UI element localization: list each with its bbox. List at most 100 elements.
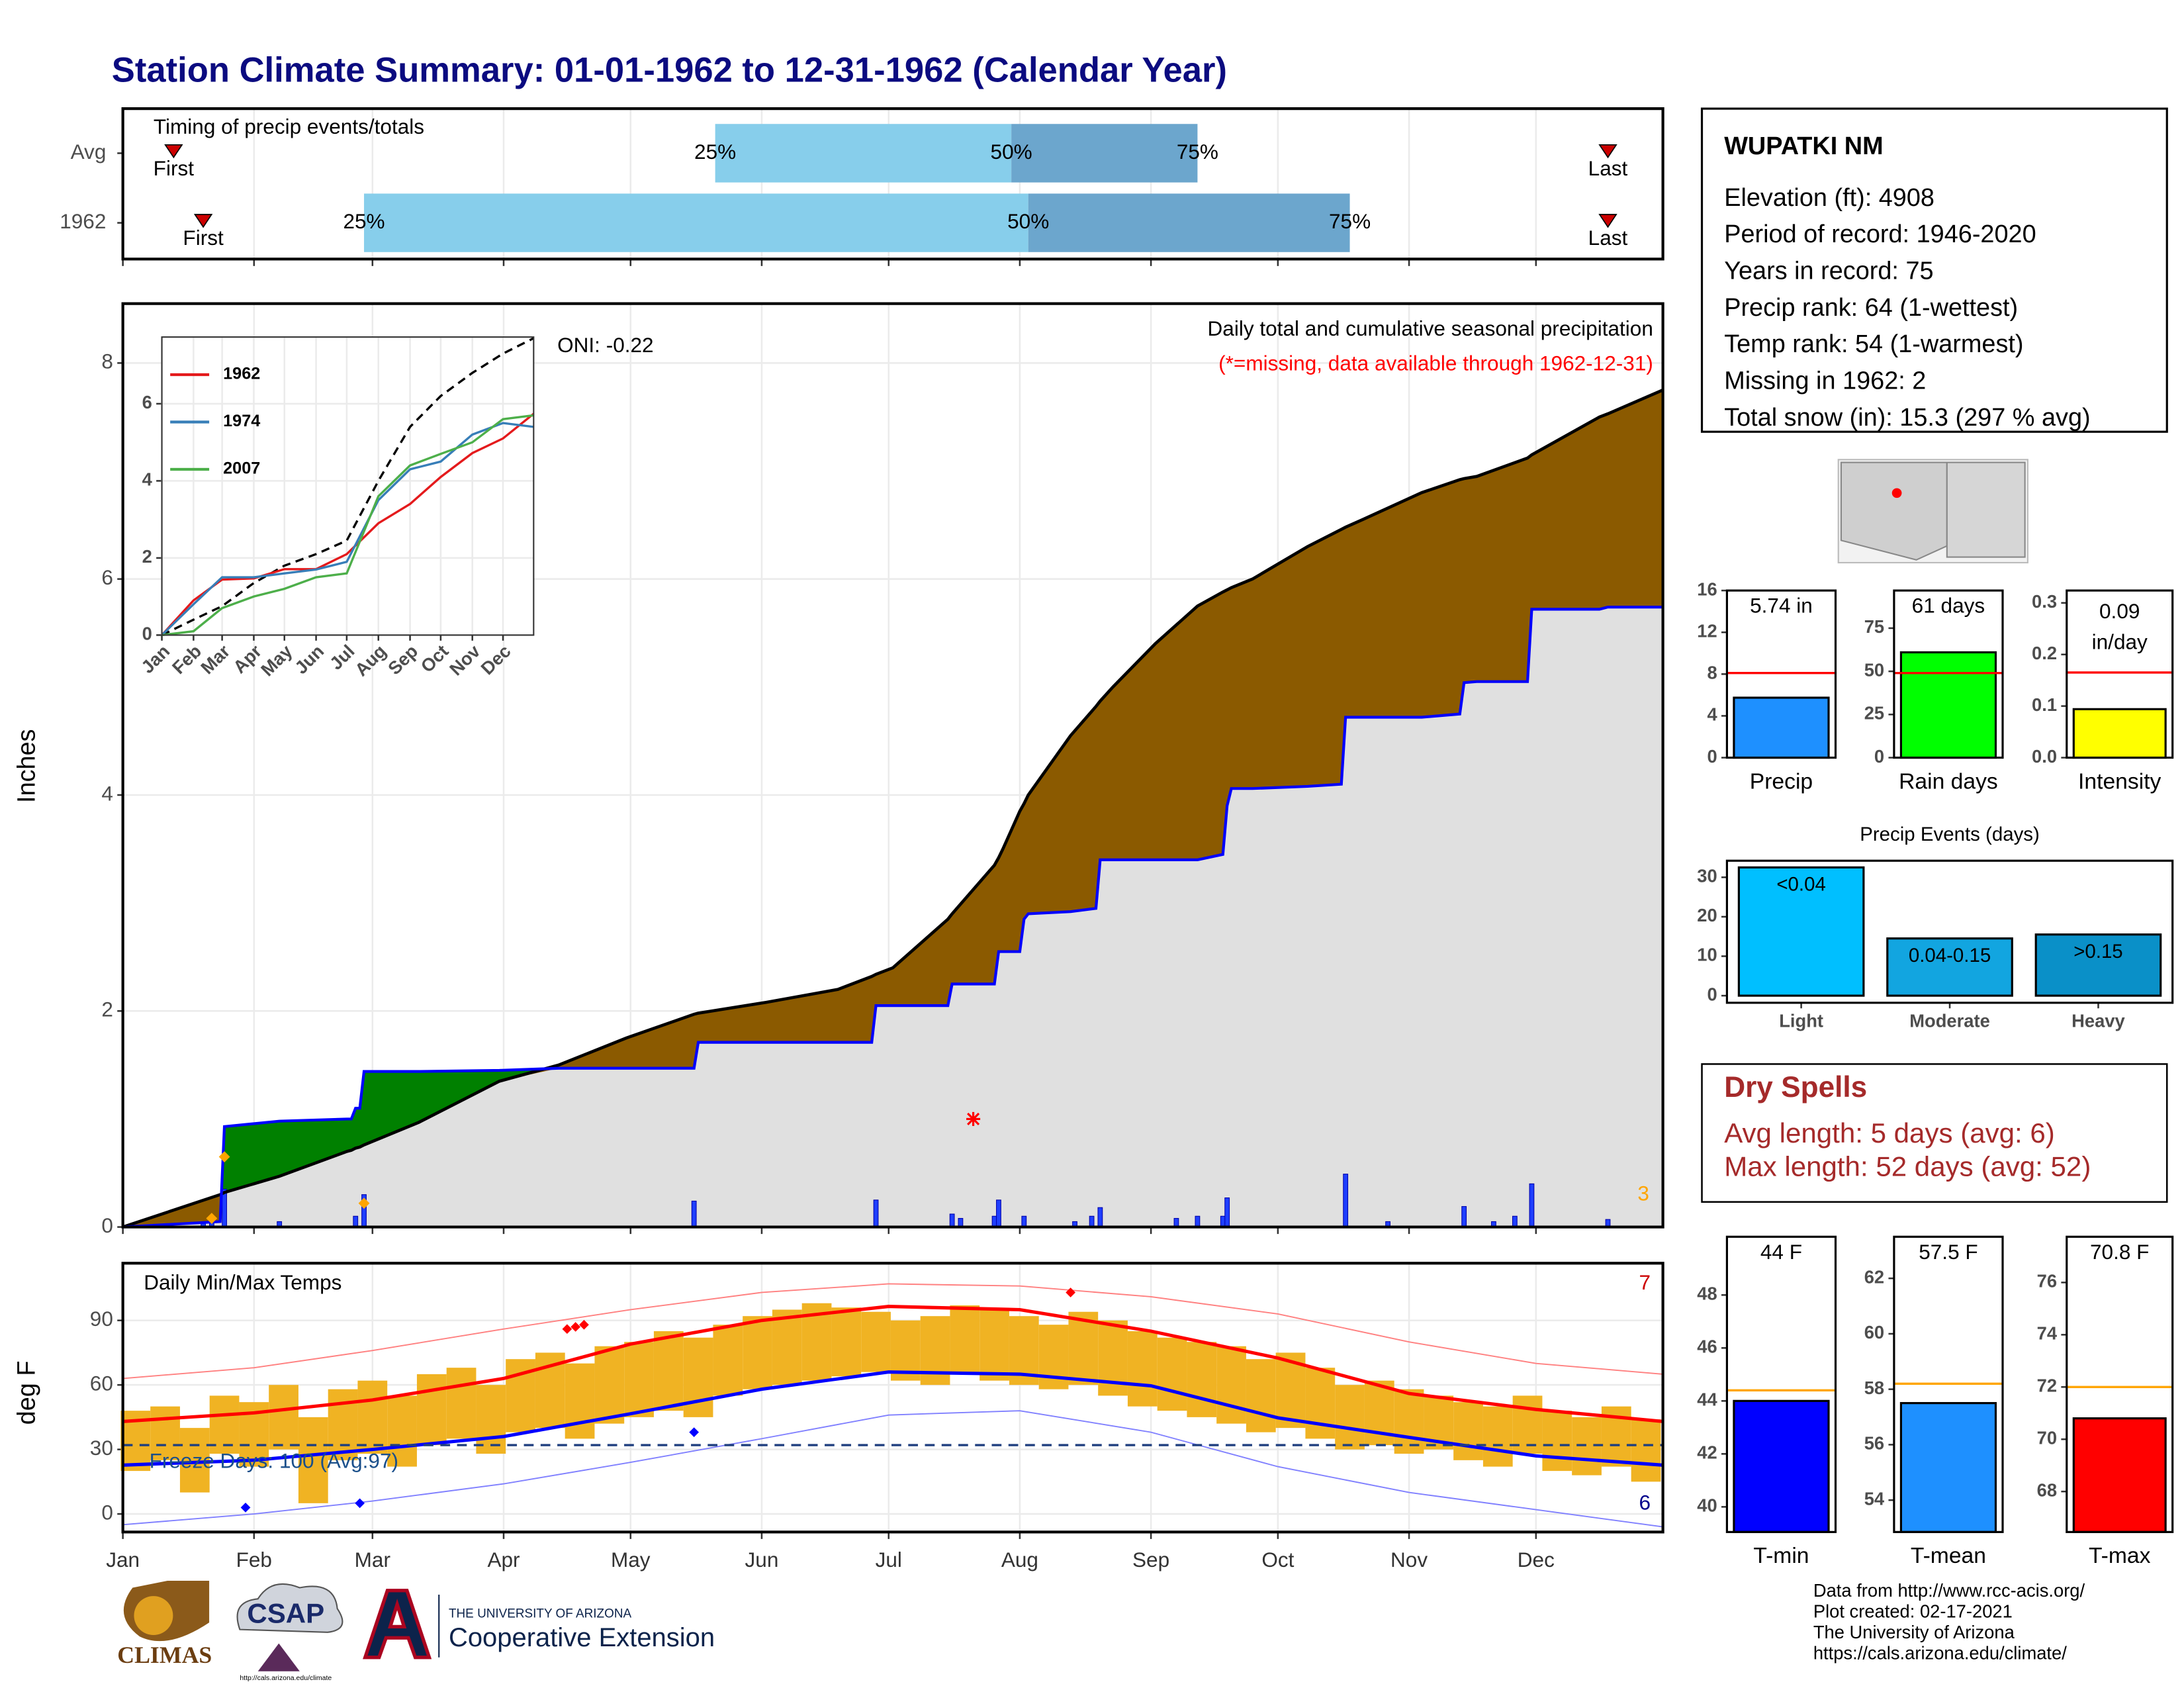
daily-precip-bar	[1021, 1215, 1027, 1228]
x-tick-label: Sep	[1132, 1548, 1169, 1571]
row-label: 1962	[60, 209, 106, 233]
temp-range-bar	[713, 1325, 743, 1396]
x-tick-label: Nov	[1390, 1548, 1428, 1571]
x-tick-label: Oct	[1261, 1548, 1294, 1571]
locator-map	[1837, 459, 2028, 564]
value-label: 5.74 in	[1750, 594, 1813, 618]
timing-marker-label: First	[183, 226, 224, 250]
bar-label: <0.04	[1776, 874, 1826, 896]
y-tick-label: 75	[1864, 616, 1884, 637]
temp-range-bar	[1068, 1311, 1099, 1385]
y-tick-label: 25	[1864, 703, 1884, 724]
chart-title: Daily total and cumulative seasonal prec…	[1208, 316, 1653, 340]
timing-label: 50%	[1007, 209, 1049, 233]
daily-precip-bar	[353, 1215, 359, 1228]
y-tick-label: 40	[1697, 1495, 1717, 1516]
panel-frame	[121, 107, 1664, 261]
y-tick-label: 20	[1697, 905, 1717, 925]
timing-bar	[1011, 124, 1198, 183]
dry-spells-line: Avg length: 5 days (avg: 6)	[1724, 1117, 2055, 1149]
daily-precip-bar	[1220, 1215, 1226, 1228]
base-area	[122, 607, 1663, 1227]
record-high-point	[1066, 1288, 1075, 1297]
high-count: 7	[1639, 1270, 1651, 1294]
logo-text: Cooperative Extension	[449, 1623, 715, 1652]
credit: Data from http://www.rcc-acis.org/	[1813, 1580, 2085, 1601]
daily-precip-bar	[949, 1213, 955, 1228]
bar-label: >0.15	[2073, 941, 2123, 962]
temp-range-bar	[1542, 1411, 1572, 1472]
panel-title: Timing of precip events/totals	[154, 115, 424, 138]
chart-title: Precip Events (days)	[1860, 823, 2040, 845]
x-tick-label: Jan	[106, 1548, 140, 1571]
daily-precip-bar	[1089, 1215, 1095, 1228]
snow-point	[358, 1197, 370, 1209]
oni-annotation: ONI: -0.22	[557, 333, 654, 357]
dry-spells-title: Dry Spells	[1724, 1071, 1867, 1103]
timing-label: 25%	[343, 209, 385, 233]
y-tick-label: 70	[2037, 1427, 2057, 1448]
temp-range-bar	[1631, 1419, 1661, 1482]
y-tick-label: 62	[1864, 1266, 1884, 1287]
missing-point	[966, 1111, 981, 1126]
timing-marker-label: Last	[1588, 156, 1628, 180]
temp-range-bar	[594, 1346, 625, 1424]
panel-frame	[1725, 589, 1837, 759]
y-tick-label: 72	[2037, 1376, 2057, 1396]
bar	[1733, 696, 1830, 759]
x-axis-label: T-max	[2089, 1544, 2151, 1568]
record-max-line	[122, 1283, 1663, 1380]
inset-bg	[161, 337, 534, 635]
y-tick-label: 4	[1707, 704, 1717, 725]
x-axis-label: T-min	[1753, 1544, 1809, 1568]
y-tick-label: 0.2	[2032, 643, 2057, 663]
bar	[2072, 1417, 2167, 1533]
temp-range-bar	[416, 1374, 447, 1446]
average-cumulative-line	[122, 389, 1664, 1229]
row-label: Avg	[71, 140, 107, 164]
y-tick-label: 0	[101, 1213, 113, 1237]
logo-text: CLIMAS	[117, 1642, 212, 1668]
timing-label: 50%	[991, 140, 1032, 164]
logo-text: THE UNIVERSITY OF ARIZONA	[449, 1607, 632, 1620]
temp-range-bar	[772, 1309, 802, 1385]
bar	[1899, 1402, 1997, 1533]
y-tick-label: 0	[1707, 746, 1717, 767]
record-low-point	[355, 1498, 365, 1509]
page-title: Station Climate Summary: 01-01-1962 to 1…	[112, 50, 1227, 89]
panel-frame	[1893, 1235, 2004, 1533]
temp-range-bar	[1482, 1406, 1513, 1467]
y-tick-label: 44	[1697, 1389, 1717, 1410]
series-line	[161, 414, 534, 637]
timing-marker	[1598, 144, 1617, 159]
y-tick-label: 6	[101, 565, 113, 589]
temp-range-bar	[1187, 1342, 1217, 1417]
panel-frame	[2066, 589, 2174, 759]
temp-range-bar	[743, 1316, 772, 1389]
temp-range-bar	[298, 1417, 328, 1503]
x-tick-label: Mar	[355, 1548, 390, 1571]
temp-range-bar	[476, 1385, 506, 1454]
temp-range-bar	[1394, 1389, 1424, 1454]
x-tick-label: Light	[1779, 1011, 1823, 1031]
bar	[2072, 708, 2167, 759]
value-unit: in/day	[2092, 630, 2148, 653]
station-line: Period of record: 1946-2020	[1724, 220, 2036, 248]
chart-subtitle: (*=missing, data available through 1962-…	[1218, 352, 1653, 375]
y-tick-label: 58	[1864, 1378, 1884, 1398]
y-tick-label: 0	[1874, 746, 1884, 767]
dry-spells-line: Max length: 52 days (avg: 52)	[1724, 1150, 2091, 1182]
daily-precip-bar	[1512, 1215, 1518, 1228]
legend-label: 1962	[223, 365, 260, 383]
temp-range-bar	[1216, 1346, 1246, 1424]
inset-frame	[161, 336, 535, 636]
timing-marker	[1598, 214, 1617, 228]
x-tick-label: Aug	[1001, 1548, 1038, 1571]
timing-marker-label: First	[154, 156, 195, 180]
station-name: WUPATKI NM	[1724, 132, 1883, 160]
temp-range-bar	[387, 1395, 417, 1467]
credit: Plot created: 02-17-2021	[1813, 1601, 2013, 1622]
value-label: 0.09	[2099, 599, 2140, 623]
temp-range-bar	[1157, 1337, 1187, 1411]
